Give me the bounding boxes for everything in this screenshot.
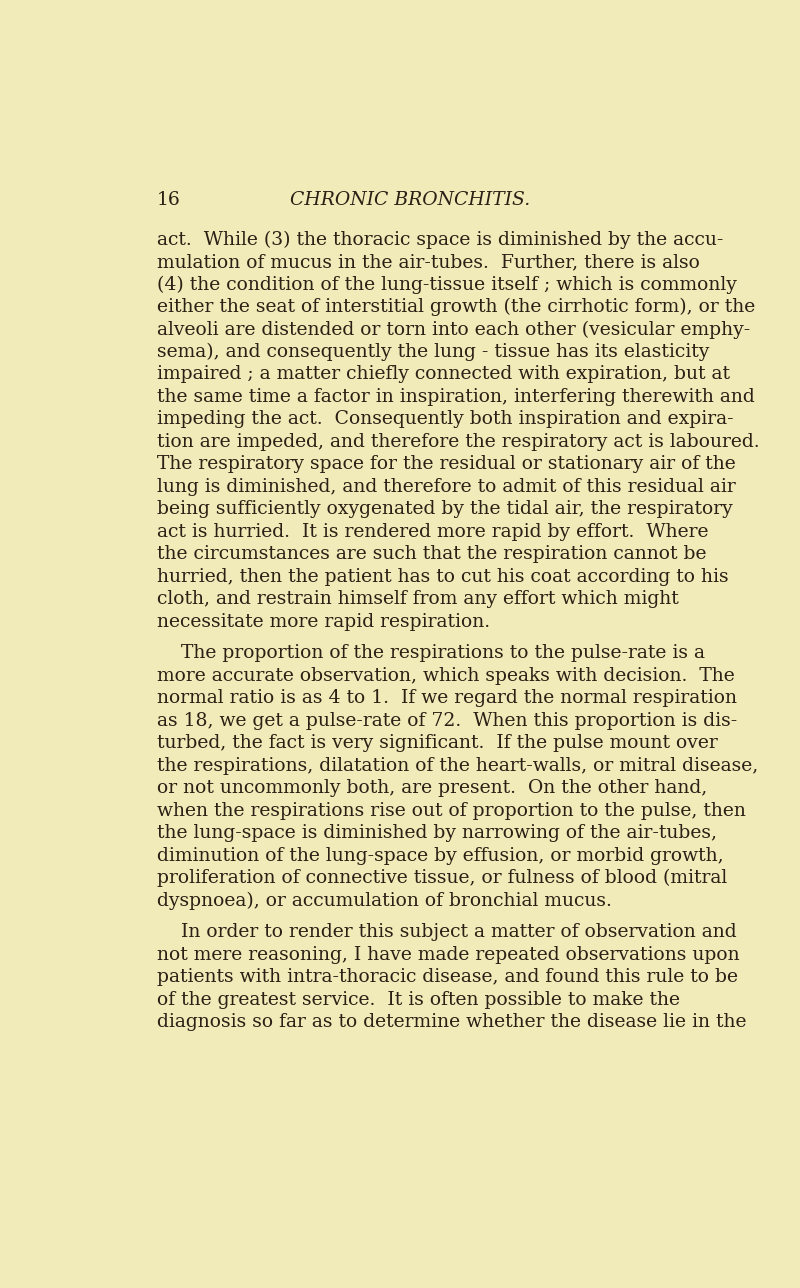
Text: 16: 16 — [157, 191, 181, 209]
Text: sema), and consequently the lung - tissue has its elasticity: sema), and consequently the lung - tissu… — [157, 343, 710, 361]
Text: patients with intra-thoracic disease, and found this rule to be: patients with intra-thoracic disease, an… — [157, 969, 738, 987]
Text: the lung-space is diminished by narrowing of the air-tubes,: the lung-space is diminished by narrowin… — [157, 824, 717, 842]
Text: cloth, and restrain himself from any effort which might: cloth, and restrain himself from any eff… — [157, 590, 678, 608]
Text: The respiratory space for the residual or stationary air of the: The respiratory space for the residual o… — [157, 456, 736, 474]
Text: the same time a factor in inspiration, interfering therewith and: the same time a factor in inspiration, i… — [157, 388, 754, 406]
Text: act.  While (3) the thoracic space is diminished by the accu-: act. While (3) the thoracic space is dim… — [157, 231, 723, 249]
Text: not mere reasoning, I have made repeated observations upon: not mere reasoning, I have made repeated… — [157, 945, 740, 963]
Text: CHRONIC BRONCHITIS.: CHRONIC BRONCHITIS. — [290, 191, 530, 209]
Text: tion are impeded, and therefore the respiratory act is laboured.: tion are impeded, and therefore the resp… — [157, 433, 760, 451]
Text: when the respirations rise out of proportion to the pulse, then: when the respirations rise out of propor… — [157, 801, 746, 819]
Text: impaired ; a matter chiefly connected with expiration, but at: impaired ; a matter chiefly connected wi… — [157, 366, 730, 384]
Text: In order to render this subject a matter of observation and: In order to render this subject a matter… — [157, 923, 737, 942]
Text: as 18, we get a pulse-rate of 72.  When this proportion is dis-: as 18, we get a pulse-rate of 72. When t… — [157, 712, 738, 730]
Text: turbed, the fact is very significant.  If the pulse mount over: turbed, the fact is very significant. If… — [157, 734, 718, 752]
Text: the circumstances are such that the respiration cannot be: the circumstances are such that the resp… — [157, 545, 706, 563]
Text: diagnosis so far as to determine whether the disease lie in the: diagnosis so far as to determine whether… — [157, 1014, 746, 1032]
Text: alveoli are distended or torn into each other (vesicular emphy-: alveoli are distended or torn into each … — [157, 321, 750, 339]
Text: lung is diminished, and therefore to admit of this residual air: lung is diminished, and therefore to adm… — [157, 478, 736, 496]
Text: necessitate more rapid respiration.: necessitate more rapid respiration. — [157, 613, 490, 631]
Text: hurried, then the patient has to cut his coat according to his: hurried, then the patient has to cut his… — [157, 568, 729, 586]
Text: of the greatest service.  It is often possible to make the: of the greatest service. It is often pos… — [157, 990, 680, 1009]
Text: (4) the condition of the lung-tissue itself ; which is commonly: (4) the condition of the lung-tissue its… — [157, 276, 737, 294]
Text: or not uncommonly both, are present.  On the other hand,: or not uncommonly both, are present. On … — [157, 779, 707, 797]
Text: either the seat of interstitial growth (the cirrhotic form), or the: either the seat of interstitial growth (… — [157, 298, 755, 316]
Text: diminution of the lung-space by effusion, or morbid growth,: diminution of the lung-space by effusion… — [157, 846, 724, 864]
Text: normal ratio is as 4 to 1.  If we regard the normal respiration: normal ratio is as 4 to 1. If we regard … — [157, 689, 737, 707]
Text: impeding the act.  Consequently both inspiration and expira-: impeding the act. Consequently both insp… — [157, 411, 734, 429]
Text: being sufficiently oxygenated by the tidal air, the respiratory: being sufficiently oxygenated by the tid… — [157, 500, 733, 518]
Text: the respirations, dilatation of the heart-walls, or mitral disease,: the respirations, dilatation of the hear… — [157, 757, 758, 775]
Text: mulation of mucus in the air-tubes.  Further, there is also: mulation of mucus in the air-tubes. Furt… — [157, 252, 700, 270]
Text: proliferation of connective tissue, or fulness of blood (mitral: proliferation of connective tissue, or f… — [157, 869, 727, 887]
Text: act is hurried.  It is rendered more rapid by effort.  Where: act is hurried. It is rendered more rapi… — [157, 523, 709, 541]
Text: The proportion of the respirations to the pulse-rate is a: The proportion of the respirations to th… — [157, 644, 705, 662]
Text: more accurate observation, which speaks with decision.  The: more accurate observation, which speaks … — [157, 667, 734, 685]
Text: dyspnoea), or accumulation of bronchial mucus.: dyspnoea), or accumulation of bronchial … — [157, 891, 612, 911]
